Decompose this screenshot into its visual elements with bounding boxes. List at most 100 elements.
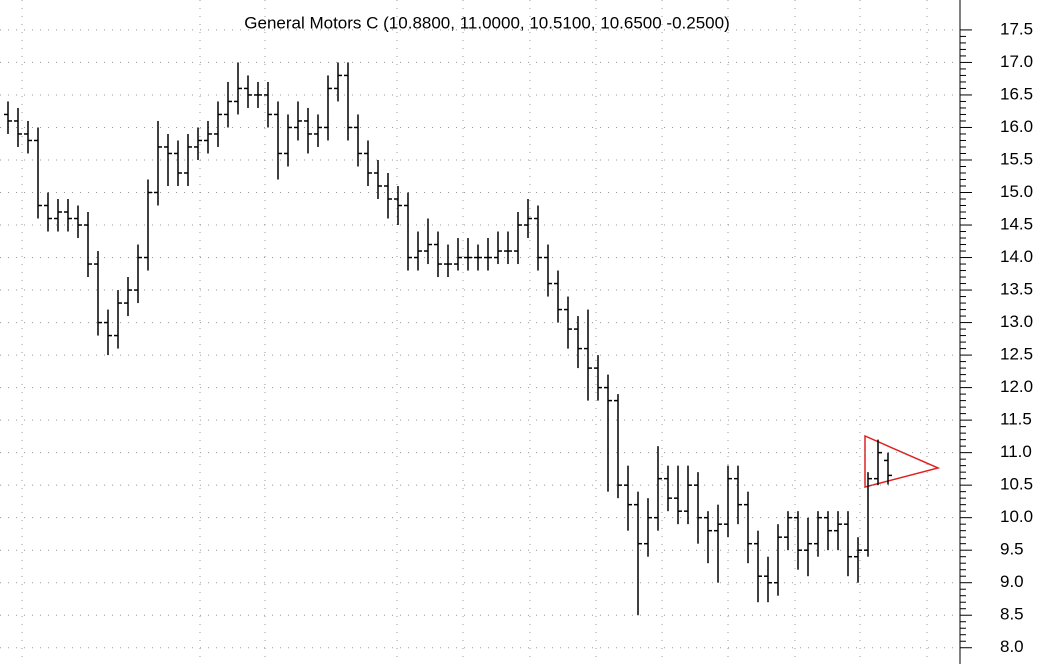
ohlc-bar: [484, 238, 492, 271]
ohlc-bar: [714, 504, 722, 583]
ohlc-bar: [124, 277, 132, 317]
y-tick-label: 8.5: [1000, 605, 1024, 624]
ohlc-bar: [424, 218, 432, 265]
ohlc-bar: [44, 192, 52, 232]
ohlc-bar: [24, 120, 32, 154]
ohlc-bar: [334, 62, 342, 102]
ohlc-bar: [394, 185, 402, 226]
ohlc-bar: [864, 472, 872, 557]
ohlc-bar: [874, 439, 882, 486]
ohlc-bar: [514, 212, 522, 265]
ohlc-bar: [264, 81, 272, 128]
ohlc-bar: [624, 465, 632, 531]
y-tick-label: 10.0: [1000, 507, 1033, 526]
ohlc-bar: [554, 270, 562, 323]
ohlc-bar: [224, 81, 232, 128]
ohlc-bar: [784, 511, 792, 551]
y-tick-label: 11.0: [1000, 442, 1032, 461]
ohlc-bar: [184, 133, 192, 186]
ohlc-bar: [374, 159, 382, 200]
y-tick-label: 14.5: [1000, 215, 1033, 234]
ohlc-bar: [414, 231, 422, 271]
y-tick-label: 12.0: [1000, 377, 1033, 396]
ohlc-bar: [824, 511, 832, 551]
ohlc-bar: [144, 179, 152, 271]
ohlc-bar: [234, 62, 242, 115]
ohlc-bar: [594, 355, 602, 401]
ohlc-bar: [734, 465, 742, 525]
ohlc-bar: [14, 107, 22, 147]
ohlc-bar: [774, 524, 782, 596]
ohlc-bar: [674, 465, 682, 525]
ohlc-bar: [384, 172, 392, 219]
ohlc-bar: [564, 296, 572, 349]
ohlc-bar: [304, 107, 312, 154]
ohlc-bar: [644, 498, 652, 557]
ohlc-bar: [884, 452, 892, 485]
ohlc-bar: [684, 465, 692, 525]
ohlc-bar: [134, 244, 142, 304]
y-tick-label: 13.0: [1000, 312, 1033, 331]
ohlc-bar: [464, 238, 472, 271]
y-tick-label: 15.0: [1000, 182, 1033, 201]
ohlc-bar: [164, 133, 172, 186]
ohlc-bar: [274, 101, 282, 180]
ohlc-bar: [854, 537, 862, 583]
ohlc-bar: [364, 140, 372, 186]
y-tick-label: 8.0: [1000, 637, 1024, 656]
ohlc-bar: [244, 75, 252, 108]
ohlc-bar: [504, 231, 512, 265]
triangle-annotation: [864, 434, 941, 488]
ohlc-bar: [444, 244, 452, 278]
time-grid: [21, 0, 928, 664]
ohlc-bar: [634, 491, 642, 616]
ohlc-bar: [4, 101, 12, 134]
ohlc-bar: [584, 309, 592, 401]
ohlc-bar: [84, 212, 92, 278]
ohlc-bar: [64, 199, 72, 232]
y-tick-label: 17.5: [1000, 19, 1033, 38]
ohlc-bar: [574, 316, 582, 369]
y-tick-label: 15.5: [1000, 149, 1033, 168]
ohlc-bar: [114, 290, 122, 349]
ohlc-bar: [804, 517, 812, 577]
ohlc-bar: [604, 374, 612, 492]
ohlc-bar: [324, 75, 332, 141]
y-tick-label: 10.5: [1000, 475, 1033, 494]
ohlc-bar: [664, 465, 672, 512]
ohlc-bar: [94, 251, 102, 336]
ohlc-bar: [194, 127, 202, 160]
ohlc-bar: [284, 114, 292, 167]
y-tick-label: 9.5: [1000, 540, 1024, 559]
ohlc-bar: [724, 465, 732, 538]
y-tick-label: 17.0: [1000, 52, 1033, 71]
ohlc-bar: [764, 556, 772, 603]
ohlc-bar: [694, 472, 702, 544]
y-tick-label: 12.5: [1000, 345, 1033, 364]
ohlc-bar: [104, 309, 112, 356]
y-tick-label: 16.5: [1000, 84, 1033, 103]
ohlc-bar: [794, 511, 802, 570]
y-tick-label: 11.5: [1000, 410, 1032, 429]
ohlc-bar: [254, 81, 262, 108]
ohlc-bar: [154, 120, 162, 206]
ohlc-bar: [54, 199, 62, 232]
ohlc-bar: [204, 120, 212, 154]
ohlc-bar: [354, 114, 362, 167]
ohlc-bar: [314, 114, 322, 147]
ohlc-bar: [34, 127, 42, 219]
ohlc-bar: [844, 511, 852, 577]
ohlc-bar: [524, 199, 532, 239]
ohlc-bar: [454, 238, 462, 271]
ohlc-bar: [344, 62, 352, 141]
ohlc-bar: [834, 511, 842, 551]
ohlc-bar: [214, 101, 222, 147]
ohlc-bar: [434, 231, 442, 278]
ohlc-bar: [294, 101, 302, 141]
ohlc-bar: [754, 530, 762, 603]
ohlc-bar: [404, 192, 412, 271]
y-tick-label: 9.0: [1000, 572, 1024, 591]
ohlc-bar: [544, 244, 552, 297]
y-tick-label: 13.5: [1000, 280, 1033, 299]
ohlc-bar: [654, 446, 662, 531]
